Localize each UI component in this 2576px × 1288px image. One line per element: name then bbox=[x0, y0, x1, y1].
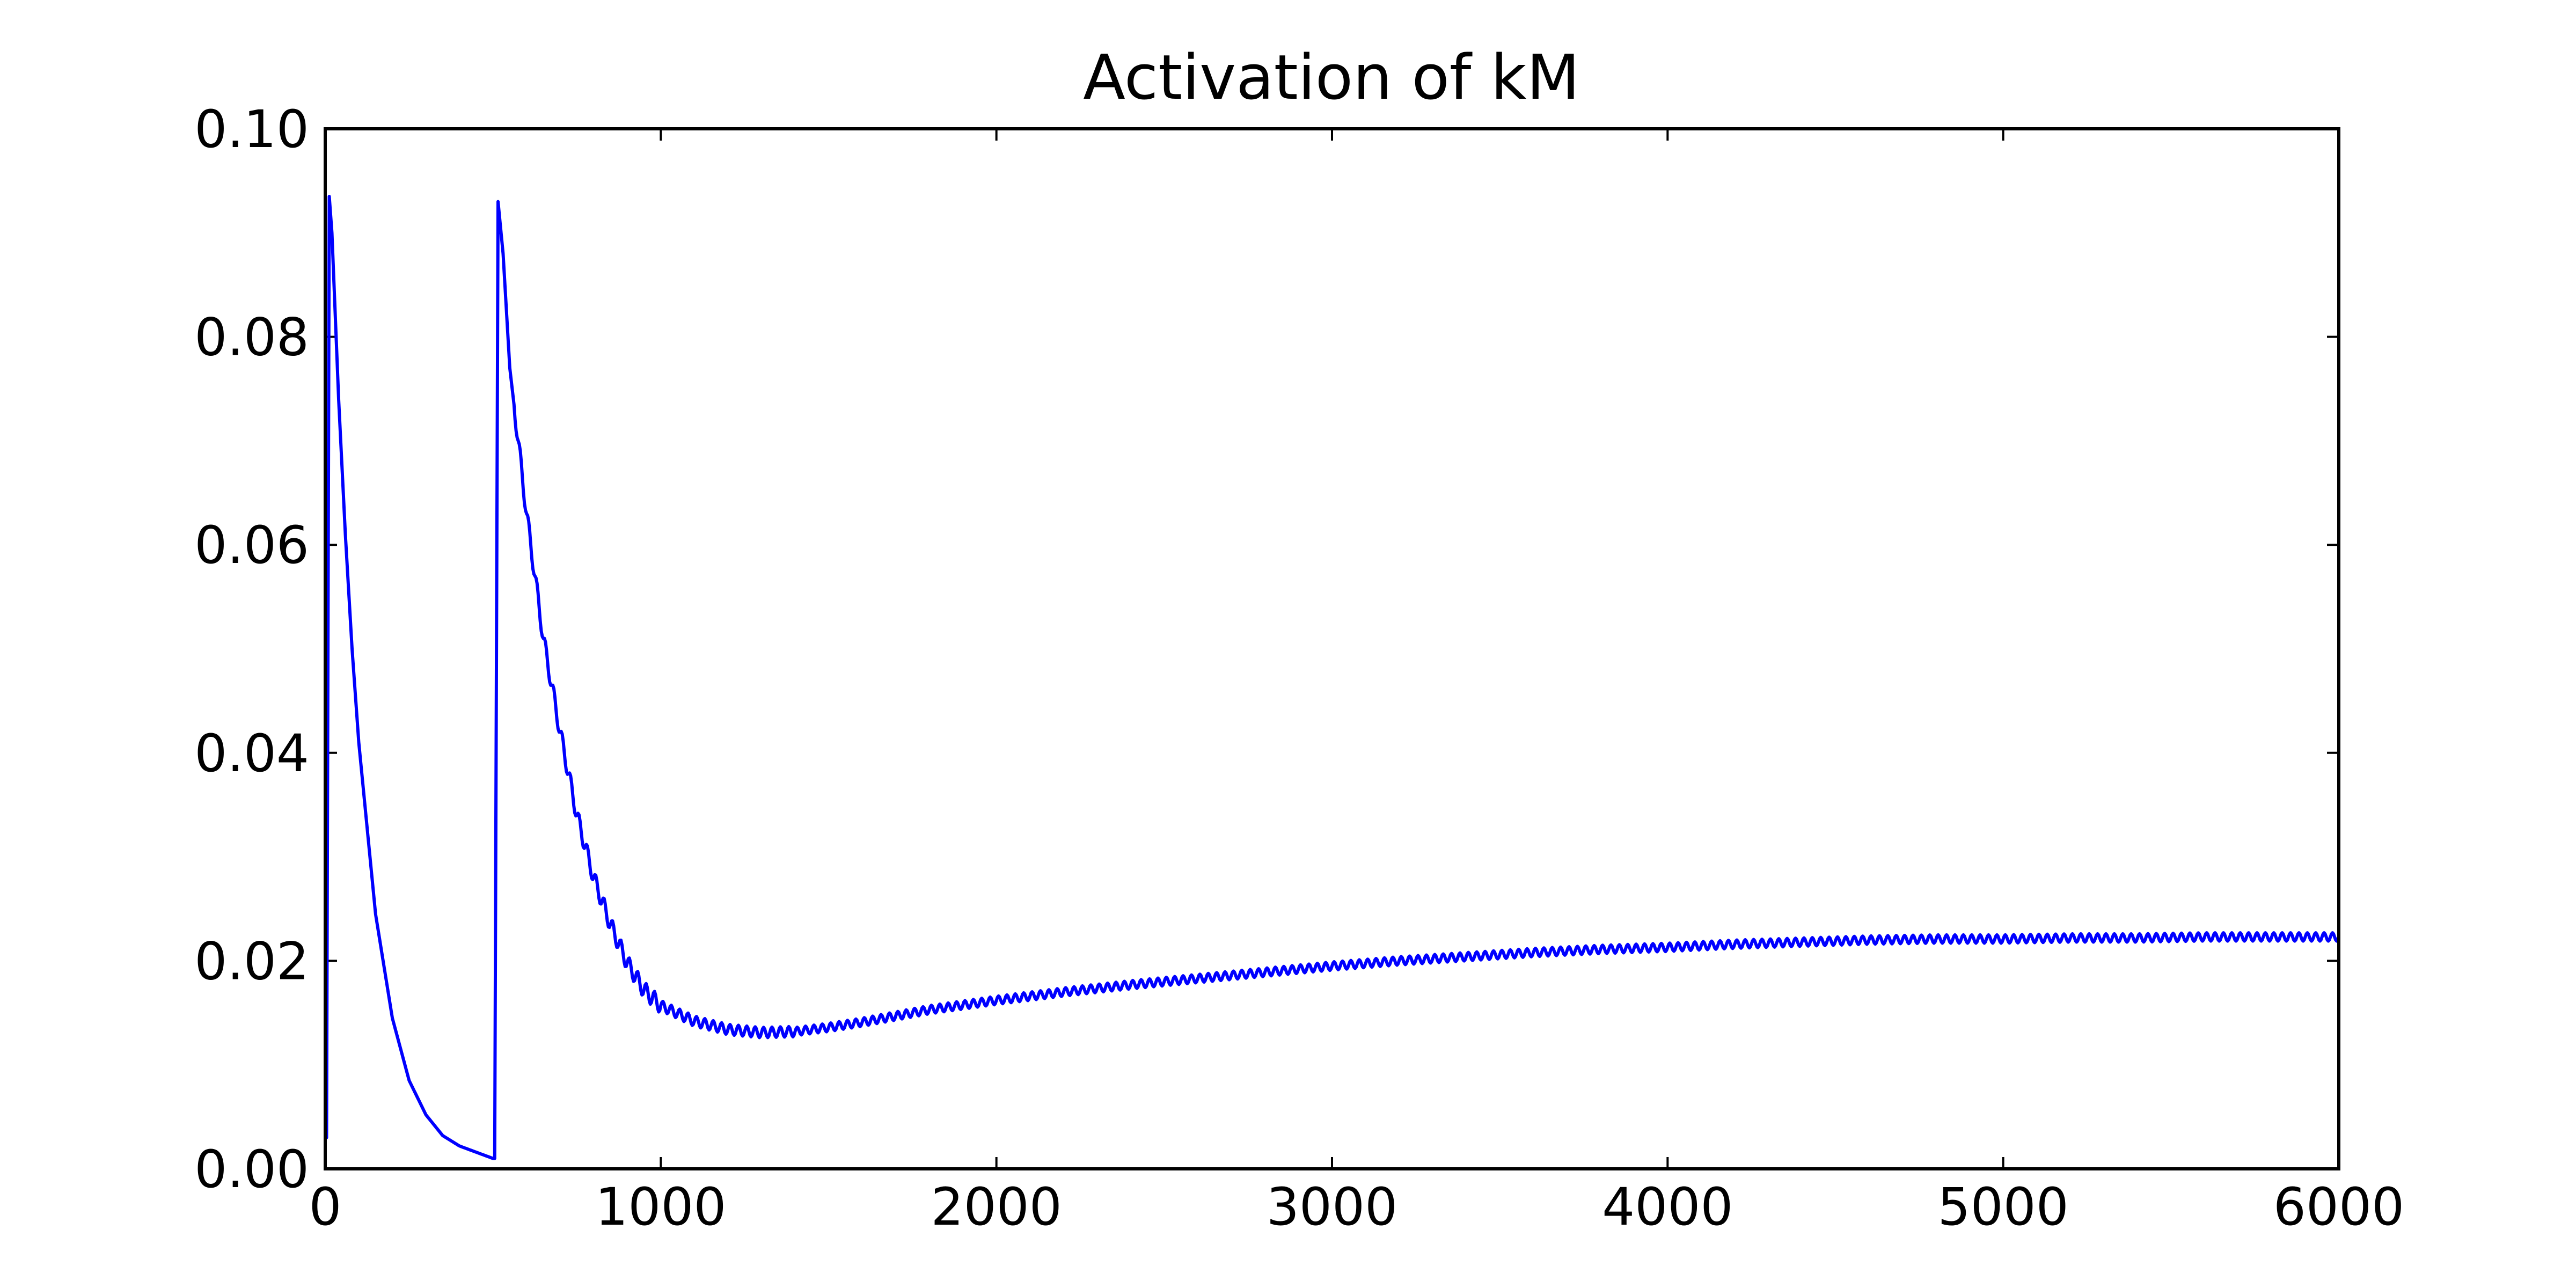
plot-frame bbox=[324, 127, 2340, 1170]
x-tick-label: 4000 bbox=[1602, 1177, 1733, 1237]
axes-layer: 0 1000 2000 3000 4000 5000 6000 0.00 0.02 0.04 0.0… bbox=[194, 99, 2404, 1237]
x-tick-label: 6000 bbox=[2273, 1177, 2404, 1237]
x-tick-label: 2000 bbox=[931, 1177, 1062, 1237]
x-tick-label: 3000 bbox=[1267, 1177, 1397, 1237]
series-line-0 bbox=[324, 194, 2340, 1160]
y-tick-label: 0.04 bbox=[194, 723, 309, 784]
series-layer bbox=[324, 194, 2340, 1160]
x-tick-label: 5000 bbox=[1938, 1177, 2069, 1237]
chart-title: Activation of kM bbox=[1083, 42, 1580, 114]
y-tick-label: 0.02 bbox=[194, 931, 309, 991]
y-tick-label: 0.06 bbox=[194, 515, 309, 575]
x-tick-label: 1000 bbox=[595, 1177, 726, 1237]
y-tick-label: 0.00 bbox=[194, 1139, 309, 1199]
x-tick-label: 0 bbox=[309, 1177, 341, 1237]
y-tick-label: 0.08 bbox=[194, 308, 309, 368]
y-tick-label: 0.10 bbox=[194, 99, 309, 159]
